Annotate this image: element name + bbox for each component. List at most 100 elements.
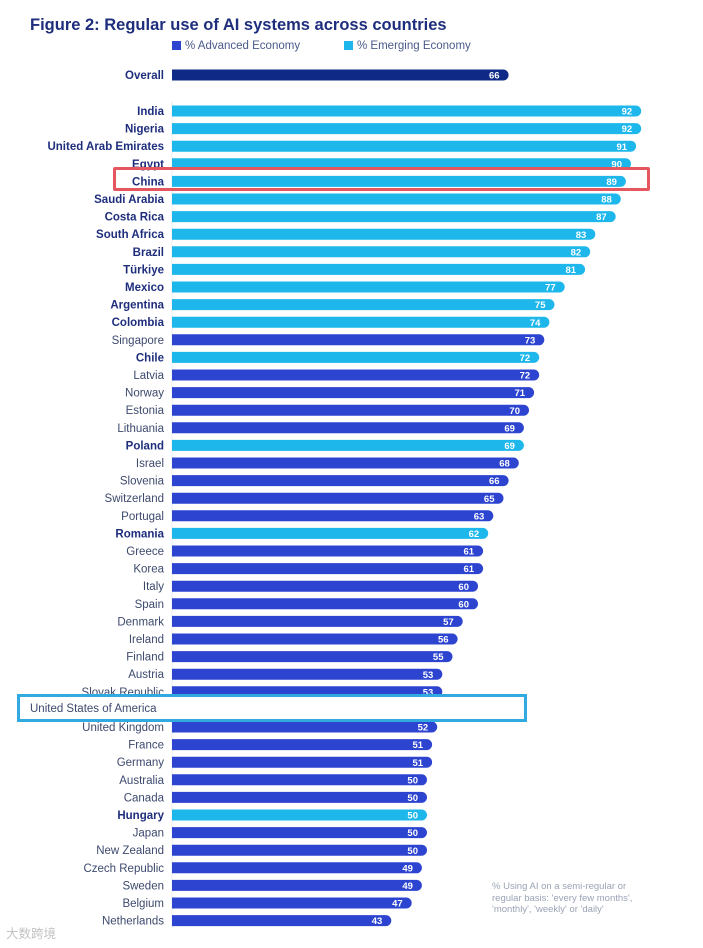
value-label-south-africa: 83 bbox=[576, 230, 587, 241]
value-label-australia: 50 bbox=[407, 775, 418, 786]
category-label-israel: Israel bbox=[136, 458, 164, 470]
bar-lithuania bbox=[172, 422, 524, 434]
bar-sweden bbox=[172, 879, 422, 891]
value-label-lithuania: 69 bbox=[504, 423, 515, 434]
value-label-argentina: 75 bbox=[535, 300, 546, 311]
value-label-norway: 71 bbox=[515, 388, 526, 399]
value-label-t-rkiye: 81 bbox=[566, 265, 577, 276]
value-label-slovenia: 66 bbox=[489, 476, 500, 487]
value-label-belgium: 47 bbox=[392, 899, 403, 910]
bar-south-africa bbox=[172, 228, 596, 240]
value-label-france: 51 bbox=[413, 740, 424, 751]
value-label-japan: 50 bbox=[407, 828, 418, 839]
bar-saudi-arabia bbox=[172, 193, 621, 205]
watermark: 大数跨境 bbox=[6, 927, 57, 941]
category-label-singapore: Singapore bbox=[112, 335, 164, 347]
value-label-brazil: 82 bbox=[571, 247, 582, 258]
category-label-united-arab-emirates: United Arab Emirates bbox=[47, 141, 164, 153]
category-label-south-africa: South Africa bbox=[96, 229, 165, 241]
value-label-switzerland: 65 bbox=[484, 494, 495, 505]
category-label-t-rkiye: Türkiye bbox=[123, 264, 164, 276]
bar-korea bbox=[172, 563, 484, 575]
bar-germany bbox=[172, 756, 433, 768]
bar-czech-republic bbox=[172, 862, 422, 874]
value-label-colombia: 74 bbox=[530, 318, 541, 329]
value-label-israel: 68 bbox=[499, 459, 510, 470]
bar-japan bbox=[172, 827, 428, 839]
category-label-czech-republic: Czech Republic bbox=[83, 863, 164, 875]
value-label-latvia: 72 bbox=[520, 371, 531, 382]
bar-hungary bbox=[172, 809, 428, 821]
value-label-czech-republic: 49 bbox=[402, 863, 413, 874]
bar-mexico bbox=[172, 281, 565, 293]
bar-united-arab-emirates bbox=[172, 140, 637, 152]
bar-ireland bbox=[172, 633, 458, 645]
value-label-canada: 50 bbox=[407, 793, 418, 804]
bar-italy bbox=[172, 580, 479, 592]
bar-latvia bbox=[172, 369, 540, 381]
value-label-egypt: 90 bbox=[611, 159, 622, 170]
category-label-poland: Poland bbox=[126, 440, 164, 452]
value-label-china: 89 bbox=[606, 177, 617, 188]
bar-austria bbox=[172, 668, 443, 680]
category-label-costa-rica: Costa Rica bbox=[105, 212, 165, 224]
bar-india bbox=[172, 105, 642, 117]
highlight-box-blue: United States of America bbox=[17, 694, 527, 722]
bar-united-kingdom bbox=[172, 721, 438, 733]
bar-t-rkiye bbox=[172, 263, 586, 275]
category-label-hungary: Hungary bbox=[117, 810, 164, 822]
category-label-colombia: Colombia bbox=[112, 317, 165, 329]
highlight-box-red bbox=[113, 167, 650, 191]
category-label-nigeria: Nigeria bbox=[125, 124, 165, 136]
bar-nigeria bbox=[172, 123, 642, 135]
value-label-overall: 66 bbox=[489, 71, 500, 82]
bar-costa-rica bbox=[172, 211, 616, 223]
value-label-india: 92 bbox=[622, 107, 633, 118]
value-label-costa-rica: 87 bbox=[596, 212, 607, 223]
legend-label-emerging: % Emerging Economy bbox=[357, 40, 471, 52]
category-label-slovenia: Slovenia bbox=[120, 476, 165, 488]
value-label-spain: 60 bbox=[458, 599, 469, 610]
value-label-mexico: 77 bbox=[545, 283, 556, 294]
bar-chile bbox=[172, 351, 540, 363]
value-label-germany: 51 bbox=[413, 758, 424, 769]
value-label-greece: 61 bbox=[464, 547, 475, 558]
bar-china bbox=[172, 175, 626, 187]
bar-poland bbox=[172, 439, 524, 451]
bar-slovenia bbox=[172, 475, 509, 487]
category-label-romania: Romania bbox=[115, 528, 164, 540]
value-label-romania: 62 bbox=[469, 529, 480, 540]
category-label-lithuania: Lithuania bbox=[117, 423, 164, 435]
bar-norway bbox=[172, 387, 535, 399]
category-label-denmark: Denmark bbox=[117, 616, 164, 628]
bar-argentina bbox=[172, 299, 555, 311]
category-label-united-kingdom: United Kingdom bbox=[82, 722, 164, 734]
bar-israel bbox=[172, 457, 519, 469]
bar-overall bbox=[172, 69, 509, 81]
value-label-singapore: 73 bbox=[525, 335, 536, 346]
legend-label-advanced: % Advanced Economy bbox=[185, 40, 301, 52]
category-label-mexico: Mexico bbox=[125, 282, 164, 294]
category-label-norway: Norway bbox=[125, 388, 164, 400]
category-label-greece: Greece bbox=[126, 546, 164, 558]
value-label-netherlands: 43 bbox=[372, 916, 383, 927]
category-label-new-zealand: New Zealand bbox=[96, 845, 164, 857]
bar-portugal bbox=[172, 510, 494, 522]
value-label-denmark: 57 bbox=[443, 617, 454, 628]
category-label-france: France bbox=[128, 740, 164, 752]
bar-denmark bbox=[172, 615, 463, 627]
bar-canada bbox=[172, 791, 428, 803]
bar-belgium bbox=[172, 897, 412, 909]
legend-emerging: % Emerging Economy bbox=[344, 40, 471, 52]
value-label-finland: 55 bbox=[433, 652, 444, 663]
category-label-overall: Overall bbox=[125, 70, 164, 82]
value-label-saudi-arabia: 88 bbox=[601, 195, 612, 206]
category-label-spain: Spain bbox=[135, 599, 164, 611]
category-label-switzerland: Switzerland bbox=[105, 493, 164, 505]
value-label-italy: 60 bbox=[458, 582, 469, 593]
category-label-chile: Chile bbox=[136, 352, 164, 364]
value-label-estonia: 70 bbox=[509, 406, 520, 417]
bar-spain bbox=[172, 598, 479, 610]
value-label-hungary: 50 bbox=[407, 811, 418, 822]
category-label-finland: Finland bbox=[126, 652, 164, 664]
